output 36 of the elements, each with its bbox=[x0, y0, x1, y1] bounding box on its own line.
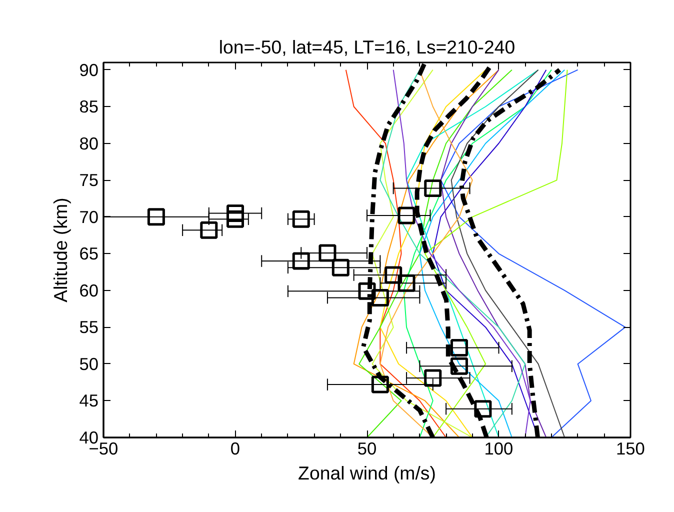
point bbox=[292, 210, 310, 228]
y-tick-label: 55 bbox=[79, 317, 99, 338]
point bbox=[358, 282, 376, 300]
point bbox=[384, 266, 402, 284]
point bbox=[332, 258, 350, 276]
x-axis-title: Zonal wind (m/s) bbox=[298, 462, 436, 484]
point bbox=[226, 210, 244, 228]
line-series bbox=[345, 69, 447, 438]
y-tick-label: 45 bbox=[79, 390, 99, 411]
chart-title: lon=-50, lat=45, LT=16, Ls=210-240 bbox=[218, 36, 516, 58]
x-tick-label: 50 bbox=[357, 438, 377, 458]
x-tick-label: 100 bbox=[484, 438, 514, 458]
point bbox=[200, 221, 218, 239]
x-tick-label: 150 bbox=[616, 438, 645, 458]
y-tick-label: 90 bbox=[79, 60, 99, 80]
point bbox=[371, 376, 389, 394]
point bbox=[450, 357, 468, 375]
point bbox=[424, 179, 442, 197]
y-tick-label: 80 bbox=[79, 133, 99, 154]
y-tick-label: 85 bbox=[79, 96, 99, 117]
point bbox=[450, 339, 468, 357]
y-tick-label: 60 bbox=[79, 280, 99, 300]
point bbox=[398, 274, 416, 292]
point bbox=[147, 208, 165, 226]
y-tick-label: 75 bbox=[79, 170, 99, 190]
y-tick-label: 65 bbox=[79, 244, 99, 264]
y-axis-title: Altitude (km) bbox=[50, 198, 72, 302]
point bbox=[292, 252, 310, 270]
y-tick-label: 50 bbox=[79, 354, 99, 374]
point bbox=[371, 289, 389, 307]
point bbox=[318, 244, 336, 262]
point bbox=[424, 369, 442, 387]
point bbox=[474, 400, 492, 418]
y-tick-label: 70 bbox=[79, 206, 99, 227]
point bbox=[398, 206, 416, 224]
x-tick-label: 0 bbox=[230, 438, 240, 458]
